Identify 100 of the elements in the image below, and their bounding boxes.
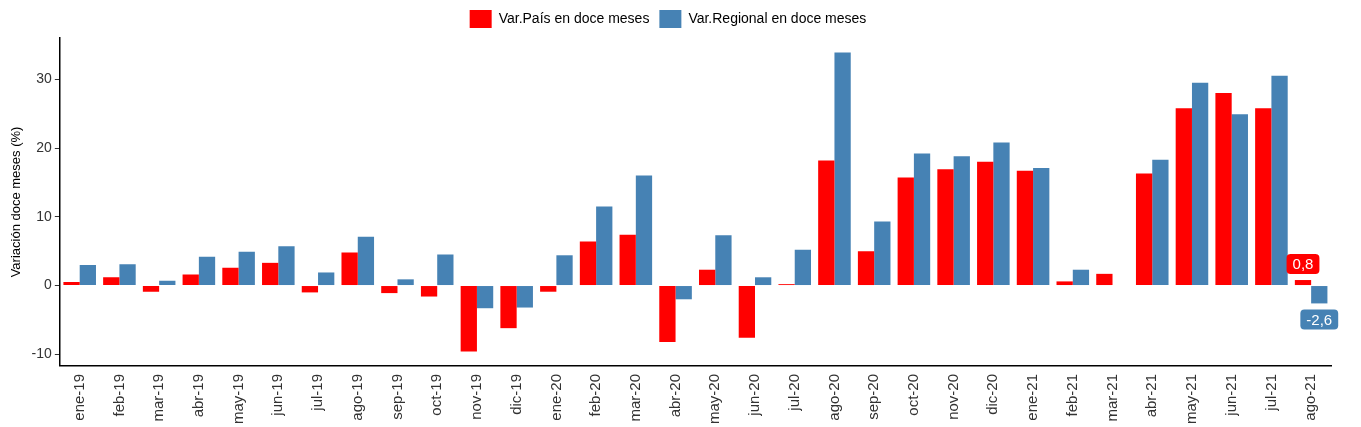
x-tick-label: jul-20 <box>784 373 802 412</box>
bar <box>437 254 454 286</box>
y-tick-label: 0 <box>44 276 53 293</box>
bar <box>556 255 573 286</box>
bar <box>103 277 120 286</box>
bar <box>619 234 636 286</box>
x-tick-label: mar-19 <box>149 373 167 422</box>
bar <box>381 286 398 294</box>
bar <box>1294 280 1312 286</box>
bar <box>738 286 755 338</box>
data-label: 0,8 <box>1292 255 1314 273</box>
x-tick-label: jun-21 <box>1221 373 1239 417</box>
bar <box>897 177 914 286</box>
bar <box>79 264 96 286</box>
bar <box>460 286 477 352</box>
bar <box>659 286 676 342</box>
bar <box>238 251 255 286</box>
x-tick-label: mar-20 <box>625 373 643 422</box>
x-tick-label: ene-20 <box>546 373 564 421</box>
bar <box>1033 167 1050 286</box>
bar <box>913 153 931 286</box>
bar <box>476 286 494 309</box>
x-tick-label: jul-19 <box>308 373 326 412</box>
y-tick-label: 20 <box>36 138 53 155</box>
bar <box>1215 93 1232 286</box>
y-tick-label: 30 <box>36 70 53 87</box>
legend-label: Var.País en doce meses <box>498 9 650 26</box>
x-tick-label: sep-20 <box>864 373 882 420</box>
bar <box>1016 170 1034 286</box>
bar <box>1255 108 1272 286</box>
bar <box>198 256 216 286</box>
x-tick-label: ene-19 <box>69 373 87 421</box>
bar <box>182 274 199 286</box>
bar <box>993 142 1010 286</box>
y-tick-label: 10 <box>36 207 53 224</box>
x-tick-label: nov-19 <box>467 373 485 420</box>
bar <box>63 282 80 286</box>
bar <box>119 264 136 286</box>
x-tick-label: ago-20 <box>824 373 842 421</box>
y-axis-title: Variación doce meses (%) <box>8 126 24 278</box>
x-tick-label: ene-21 <box>1023 373 1041 421</box>
bar <box>698 269 716 286</box>
x-tick-label: may-20 <box>705 373 723 425</box>
bar <box>1056 281 1073 286</box>
bar <box>397 279 414 286</box>
bar <box>937 169 954 286</box>
bar <box>159 280 176 286</box>
bar <box>1152 159 1169 286</box>
bar <box>1072 269 1090 286</box>
bar <box>262 262 279 286</box>
x-tick-label: may-21 <box>1182 373 1200 425</box>
bar <box>142 286 160 292</box>
bar <box>540 286 557 292</box>
bar <box>794 249 812 286</box>
bar <box>857 251 875 286</box>
bar <box>420 286 438 297</box>
bar <box>1191 82 1209 286</box>
bar <box>301 286 319 293</box>
bar <box>341 252 358 286</box>
bar <box>818 160 835 286</box>
bar <box>635 175 653 286</box>
x-tick-label: dic-19 <box>506 373 524 415</box>
bar <box>1271 75 1288 286</box>
x-tick-label: jun-20 <box>745 373 763 417</box>
bar <box>874 221 891 286</box>
bar <box>357 236 375 286</box>
x-tick-label: jul-21 <box>1261 373 1279 412</box>
x-tick-label: abr-21 <box>1142 373 1160 418</box>
x-tick-label: may-19 <box>228 373 246 425</box>
x-tick-label: feb-21 <box>1062 373 1080 417</box>
x-tick-label: ago-21 <box>1301 373 1319 421</box>
bar <box>516 286 533 308</box>
bar <box>596 206 613 286</box>
x-tick-label: abr-20 <box>665 373 683 418</box>
bar <box>953 156 970 286</box>
x-tick-label: ago-19 <box>347 373 365 421</box>
x-tick-label: abr-19 <box>189 373 207 418</box>
bar <box>977 161 994 286</box>
x-tick-label: sep-19 <box>387 373 405 420</box>
x-tick-label: feb-19 <box>109 373 127 417</box>
bar <box>1135 173 1153 286</box>
bar <box>755 277 772 286</box>
x-tick-label: oct-20 <box>904 373 922 416</box>
bar <box>675 286 692 300</box>
x-tick-label: nov-20 <box>943 373 961 420</box>
x-tick-label: oct-19 <box>427 373 445 416</box>
bar <box>1096 273 1113 286</box>
y-tick-label: -10 <box>31 345 53 362</box>
bar <box>834 52 851 286</box>
bar <box>1311 286 1328 304</box>
bar <box>318 272 335 286</box>
x-tick-label: feb-20 <box>586 373 604 417</box>
x-tick-label: jun-19 <box>268 373 286 417</box>
bar <box>579 241 597 286</box>
bar <box>500 286 517 329</box>
bar <box>715 235 732 286</box>
bar <box>1175 108 1192 286</box>
bar <box>222 267 239 286</box>
legend-label: Var.Regional en doce meses <box>688 9 867 26</box>
x-tick-label: mar-21 <box>1102 373 1120 422</box>
